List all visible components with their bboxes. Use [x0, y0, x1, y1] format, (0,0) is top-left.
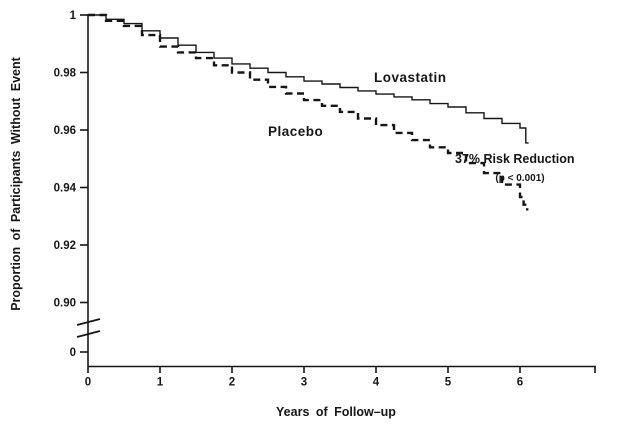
x-tick-label: 3 [301, 377, 307, 389]
axis-ticks: 1 0.98 0.96 0.94 0.92 0.90 0 0 1 2 3 4 5 6 [54, 10, 596, 389]
axis-break-mark [76, 318, 101, 326]
y-axis-label: Proportion of Participants Without Event [9, 56, 23, 310]
y-tick-label: 0 [70, 347, 76, 359]
x-tick-label: 2 [229, 377, 235, 389]
x-tick-label: 1 [157, 377, 164, 389]
placebo-series-label: Placebo [268, 124, 323, 139]
y-tick-label: 0.90 [54, 298, 76, 310]
axis-break-mark [76, 330, 101, 338]
lovastatin-curve [88, 14, 529, 144]
y-tick-label: 0.92 [54, 240, 76, 252]
x-tick-label: 6 [517, 377, 523, 389]
axes [76, 14, 596, 368]
x-tick-label: 5 [445, 377, 452, 389]
x-tick-label: 4 [373, 377, 380, 389]
y-tick-label: 0.98 [54, 68, 77, 80]
p-value-annotation: (p < 0.001) [495, 173, 544, 184]
y-tick-label: 0.94 [54, 183, 77, 195]
lovastatin-series-label: Lovastatin [374, 70, 447, 85]
x-tick-label: 0 [85, 377, 91, 389]
placebo-curve [88, 13, 529, 211]
risk-reduction-annotation: 37% Risk Reduction [455, 152, 574, 166]
y-tick-label: 0.96 [54, 125, 76, 137]
y-tick-label: 1 [70, 10, 77, 22]
x-axis-label: Years of Follow–up [276, 405, 396, 419]
curves [88, 13, 529, 211]
